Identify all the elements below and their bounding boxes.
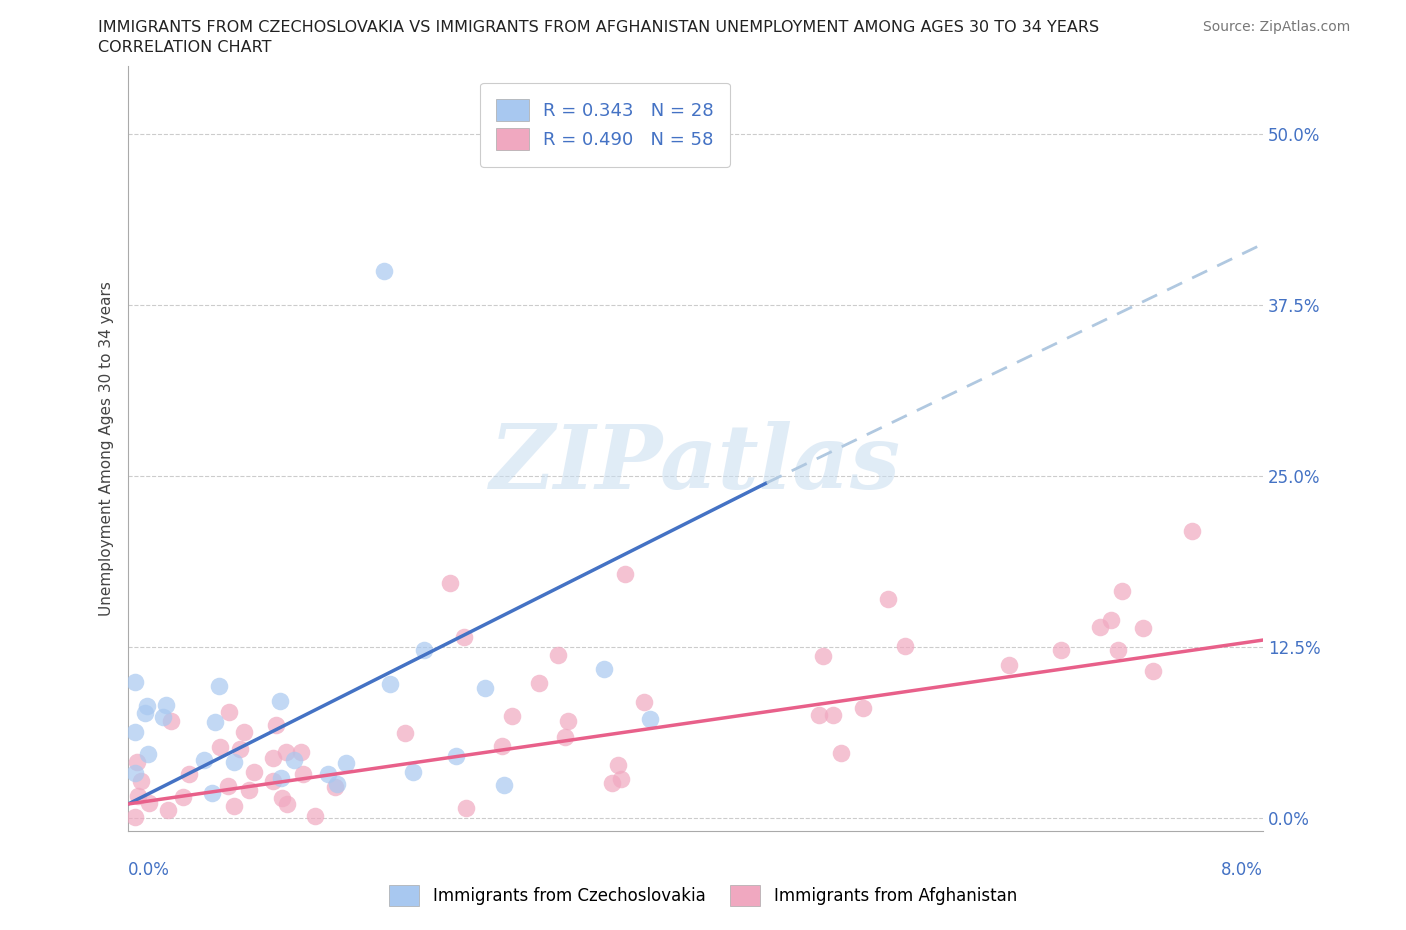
- Point: [124, 809, 146, 824]
- Legend: R = 0.343   N = 28, R = 0.490   N = 58: R = 0.343 N = 28, R = 0.490 N = 58: [479, 83, 730, 166]
- Point: [127, 788, 149, 803]
- Point: [454, 801, 477, 816]
- Point: [1111, 583, 1133, 598]
- Point: [304, 809, 326, 824]
- Point: [138, 795, 160, 810]
- Point: [222, 798, 245, 813]
- Point: [373, 264, 395, 279]
- Point: [276, 796, 298, 811]
- Point: [614, 566, 637, 581]
- Text: Source: ZipAtlas.com: Source: ZipAtlas.com: [1202, 20, 1350, 34]
- Text: ZIPatlas: ZIPatlas: [491, 420, 901, 507]
- Text: 8.0%: 8.0%: [1222, 860, 1263, 879]
- Point: [997, 658, 1019, 672]
- Point: [155, 698, 177, 712]
- Point: [136, 747, 159, 762]
- Point: [877, 591, 900, 606]
- Point: [808, 708, 831, 723]
- Point: [290, 745, 312, 760]
- Point: [592, 661, 614, 676]
- Point: [136, 698, 159, 713]
- Point: [269, 694, 291, 709]
- Point: [444, 749, 467, 764]
- Legend: Immigrants from Czechoslovakia, Immigrants from Afghanistan: Immigrants from Czechoslovakia, Immigran…: [382, 879, 1024, 912]
- Point: [274, 744, 297, 759]
- Text: CORRELATION CHART: CORRELATION CHART: [98, 40, 271, 55]
- Point: [1088, 619, 1111, 634]
- Point: [823, 708, 845, 723]
- Text: 0.0%: 0.0%: [128, 860, 170, 879]
- Point: [638, 711, 661, 726]
- Point: [152, 710, 174, 724]
- Point: [439, 576, 461, 591]
- Point: [271, 790, 294, 805]
- Point: [494, 777, 516, 792]
- Point: [894, 639, 917, 654]
- Point: [124, 765, 146, 780]
- Point: [262, 774, 284, 789]
- Point: [609, 771, 631, 786]
- Point: [125, 754, 148, 769]
- Point: [264, 718, 287, 733]
- Point: [547, 647, 569, 662]
- Point: [1099, 613, 1122, 628]
- Point: [527, 675, 550, 690]
- Point: [1142, 664, 1164, 679]
- Point: [283, 752, 305, 767]
- Point: [177, 766, 200, 781]
- Point: [204, 714, 226, 729]
- Y-axis label: Unemployment Among Ages 30 to 34 years: Unemployment Among Ages 30 to 34 years: [100, 281, 114, 617]
- Point: [830, 746, 852, 761]
- Point: [326, 777, 349, 791]
- Point: [124, 724, 146, 739]
- Point: [394, 725, 416, 740]
- Point: [600, 776, 623, 790]
- Point: [491, 738, 513, 753]
- Point: [228, 742, 250, 757]
- Point: [238, 782, 260, 797]
- Point: [124, 674, 146, 689]
- Point: [557, 713, 579, 728]
- Point: [232, 724, 254, 739]
- Point: [291, 766, 314, 781]
- Point: [159, 713, 181, 728]
- Point: [474, 681, 496, 696]
- Point: [217, 778, 239, 793]
- Point: [554, 730, 576, 745]
- Point: [208, 679, 231, 694]
- Point: [413, 643, 436, 658]
- Point: [134, 705, 156, 720]
- Point: [1107, 643, 1129, 658]
- Text: IMMIGRANTS FROM CZECHOSLOVAKIA VS IMMIGRANTS FROM AFGHANISTAN UNEMPLOYMENT AMONG: IMMIGRANTS FROM CZECHOSLOVAKIA VS IMMIGR…: [98, 20, 1099, 35]
- Point: [173, 790, 195, 804]
- Point: [335, 755, 357, 770]
- Point: [157, 803, 180, 817]
- Point: [218, 704, 240, 719]
- Point: [323, 780, 346, 795]
- Point: [270, 771, 292, 786]
- Point: [380, 676, 402, 691]
- Point: [316, 766, 339, 781]
- Point: [453, 630, 475, 644]
- Point: [262, 751, 284, 765]
- Point: [193, 753, 215, 768]
- Point: [243, 764, 266, 779]
- Point: [201, 786, 224, 801]
- Point: [222, 754, 245, 769]
- Point: [633, 694, 655, 709]
- Point: [1181, 524, 1204, 538]
- Point: [208, 739, 231, 754]
- Point: [129, 774, 152, 789]
- Point: [501, 709, 523, 724]
- Point: [1049, 642, 1071, 657]
- Point: [607, 757, 630, 772]
- Point: [402, 764, 425, 779]
- Point: [1132, 620, 1154, 635]
- Point: [811, 649, 834, 664]
- Point: [852, 700, 875, 715]
